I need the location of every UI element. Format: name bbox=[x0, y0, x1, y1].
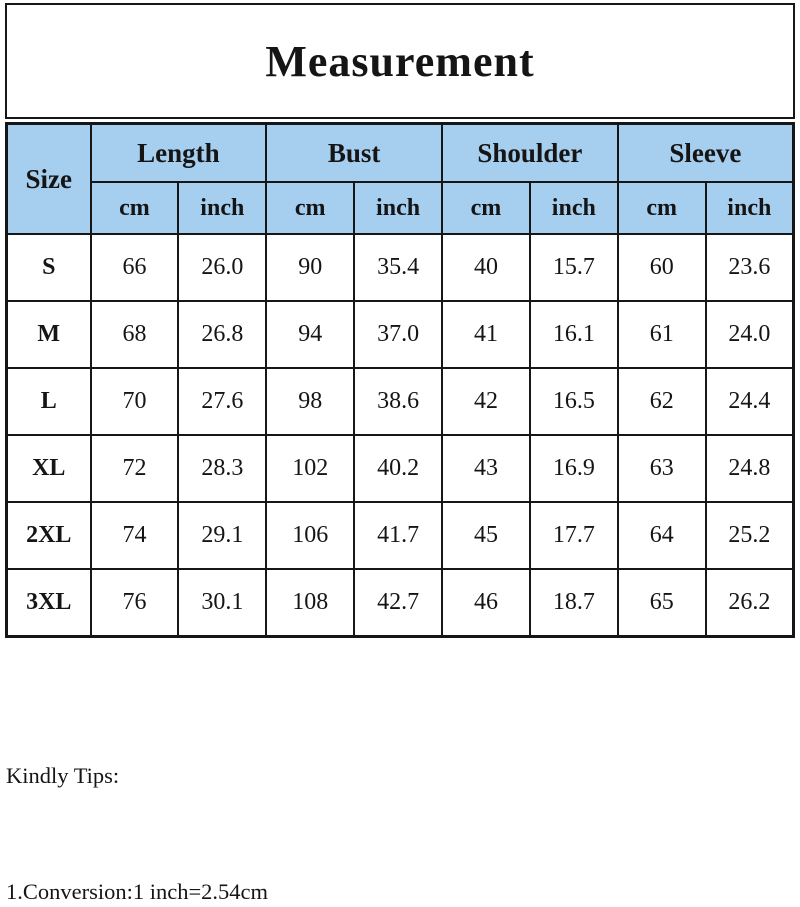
size-cell: M bbox=[5, 300, 92, 369]
value-cell: 26.8 bbox=[177, 300, 268, 369]
value-cell: 27.6 bbox=[177, 367, 268, 436]
value-cell: 26.0 bbox=[177, 233, 268, 302]
value-cell: 63 bbox=[616, 434, 707, 503]
value-cell: 42 bbox=[441, 367, 531, 436]
unit-sleeve-inch: inch bbox=[704, 181, 795, 235]
size-cell: S bbox=[5, 233, 92, 302]
table-row-2xl: 2XL 74 29.1 106 41.7 45 17.7 64 25.2 bbox=[5, 501, 795, 570]
value-cell: 24.0 bbox=[704, 300, 795, 369]
tips-heading: Kindly Tips: bbox=[6, 763, 120, 788]
value-cell: 16.1 bbox=[528, 300, 619, 369]
table-row-xl: XL 72 28.3 102 40.2 43 16.9 63 24.8 bbox=[5, 434, 795, 503]
value-cell: 26.2 bbox=[704, 568, 795, 638]
header-sleeve: Sleeve bbox=[616, 122, 795, 183]
value-cell: 40.2 bbox=[353, 434, 443, 503]
unit-bust-inch: inch bbox=[353, 181, 443, 235]
value-cell: 102 bbox=[265, 434, 356, 503]
value-cell: 37.0 bbox=[353, 300, 443, 369]
value-cell: 72 bbox=[89, 434, 180, 503]
value-cell: 76 bbox=[89, 568, 180, 638]
value-cell: 25.2 bbox=[704, 501, 795, 570]
value-cell: 41 bbox=[441, 300, 531, 369]
unit-shoulder-inch: inch bbox=[528, 181, 619, 235]
table-header-group-row: Size Length Bust Shoulder Sleeve bbox=[5, 122, 795, 235]
value-cell: 94 bbox=[265, 300, 356, 369]
value-cell: 40 bbox=[441, 233, 531, 302]
unit-sleeve-cm: cm bbox=[616, 181, 707, 235]
value-cell: 90 bbox=[265, 233, 356, 302]
value-cell: 15.7 bbox=[528, 233, 619, 302]
value-cell: 18.7 bbox=[528, 568, 619, 638]
value-cell: 65 bbox=[616, 568, 707, 638]
value-cell: 16.5 bbox=[528, 367, 619, 436]
value-cell: 64 bbox=[616, 501, 707, 570]
unit-bust-cm: cm bbox=[265, 181, 356, 235]
value-cell: 108 bbox=[265, 568, 356, 638]
value-cell: 38.6 bbox=[353, 367, 443, 436]
value-cell: 30.1 bbox=[177, 568, 268, 638]
value-cell: 62 bbox=[616, 367, 707, 436]
value-cell: 41.7 bbox=[353, 501, 443, 570]
header-size: Size bbox=[5, 122, 92, 235]
value-cell: 60 bbox=[616, 233, 707, 302]
kindly-tips-section: Kindly Tips: 1.Conversion:1 inch=2.54cm … bbox=[6, 680, 798, 907]
value-cell: 24.8 bbox=[704, 434, 795, 503]
value-cell: 61 bbox=[616, 300, 707, 369]
size-cell: XL bbox=[5, 434, 92, 503]
measurement-table: Size Length Bust Shoulder Sleeve cm inch… bbox=[5, 122, 795, 638]
value-cell: 42.7 bbox=[353, 568, 443, 638]
value-cell: 43 bbox=[441, 434, 531, 503]
header-length: Length bbox=[89, 122, 268, 183]
unit-length-cm: cm bbox=[89, 181, 180, 235]
value-cell: 98 bbox=[265, 367, 356, 436]
size-cell: L bbox=[5, 367, 92, 436]
size-cell: 2XL bbox=[5, 501, 92, 570]
unit-shoulder-cm: cm bbox=[441, 181, 531, 235]
header-bust: Bust bbox=[265, 122, 443, 183]
header-shoulder: Shoulder bbox=[441, 122, 619, 183]
table-header-unit-row: cm inch cm inch cm inch cm inch bbox=[7, 181, 795, 235]
table-row-l: L 70 27.6 98 38.6 42 16.5 62 24.4 bbox=[5, 367, 795, 436]
table-row-3xl: 3XL 76 30.1 108 42.7 46 18.7 65 26.2 bbox=[5, 568, 795, 638]
size-cell: 3XL bbox=[5, 568, 92, 638]
value-cell: 17.7 bbox=[528, 501, 619, 570]
value-cell: 66 bbox=[89, 233, 180, 302]
value-cell: 23.6 bbox=[704, 233, 795, 302]
value-cell: 28.3 bbox=[177, 434, 268, 503]
value-cell: 106 bbox=[265, 501, 356, 570]
value-cell: 70 bbox=[89, 367, 180, 436]
value-cell: 24.4 bbox=[704, 367, 795, 436]
table-row-m: M 68 26.8 94 37.0 41 16.1 61 24.0 bbox=[5, 300, 795, 369]
table-row-s: S 66 26.0 90 35.4 40 15.7 60 23.6 bbox=[5, 233, 795, 302]
value-cell: 46 bbox=[441, 568, 531, 638]
value-cell: 45 bbox=[441, 501, 531, 570]
value-cell: 16.9 bbox=[528, 434, 619, 503]
value-cell: 68 bbox=[89, 300, 180, 369]
value-cell: 35.4 bbox=[353, 233, 443, 302]
tip-conversion: 1.Conversion:1 inch=2.54cm bbox=[6, 878, 269, 904]
value-cell: 74 bbox=[89, 501, 180, 570]
unit-length-inch: inch bbox=[177, 181, 268, 235]
value-cell: 29.1 bbox=[177, 501, 268, 570]
page-title: Measurement bbox=[265, 36, 535, 86]
title-box: Measurement bbox=[5, 3, 795, 119]
